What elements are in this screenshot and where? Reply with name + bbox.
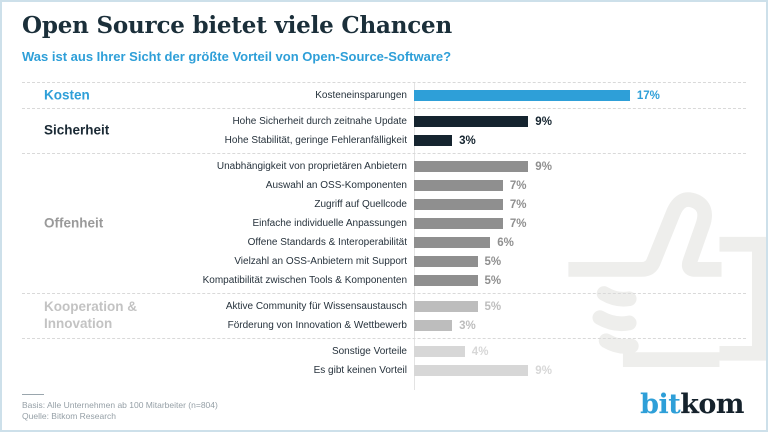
group-label: Offenheit xyxy=(44,215,104,231)
bar-label: Vielzahl an OSS-Anbietern mit Support xyxy=(234,256,407,267)
bar-row: Zugriff auf Quellcode 7% xyxy=(22,195,746,214)
bar-track: 3% xyxy=(414,135,746,147)
bar-row: Es gibt keinen Vorteil 9% xyxy=(22,361,746,380)
bar-track: 5% xyxy=(414,301,746,313)
bar-value: 9% xyxy=(535,160,552,173)
bar-label: Einfache individuelle Anpassungen xyxy=(252,218,407,229)
bar-value: 7% xyxy=(509,198,527,211)
bar xyxy=(414,346,465,357)
group-label: Sicherheit xyxy=(44,122,110,138)
bar xyxy=(414,237,491,248)
bar-value: 4% xyxy=(471,345,489,358)
bar-row: Unabhängigkeit von proprietären Anbieter… xyxy=(22,157,746,176)
bar-track: 5% xyxy=(414,275,746,287)
bar-label: Kompatibilität zwischen Tools & Komponen… xyxy=(202,275,407,286)
bar xyxy=(414,116,529,127)
chart-groups: Kosten Kosteneinsparungen 17% Sicherheit Hoh… xyxy=(22,82,746,383)
bar xyxy=(414,301,478,312)
bar-label: Kosteneinsparungen xyxy=(315,90,407,101)
bar-track: 9% xyxy=(414,161,746,173)
footer: Basis: Alle Unternehmen ab 100 Mitarbeit… xyxy=(22,394,218,422)
bar-row: Kompatibilität zwischen Tools & Komponen… xyxy=(22,271,746,290)
chart-group: Offenheit Unabhängigkeit von proprietären… xyxy=(22,153,746,293)
bar-label: Offene Standards & Interoperabilität xyxy=(247,237,407,248)
bar xyxy=(414,275,478,286)
chart-group: Kooperation & Innovation Aktive Community… xyxy=(22,293,746,338)
bar xyxy=(414,320,453,331)
bar-track: 6% xyxy=(414,237,746,249)
bar-row: Kosteneinsparungen 17% xyxy=(22,86,746,105)
bar-value: 7% xyxy=(509,217,527,230)
bar-value: 5% xyxy=(484,255,502,268)
bar-value: 3% xyxy=(459,134,476,147)
bar-row: Einfache individuelle Anpassungen 7% xyxy=(22,214,746,233)
logo-part-kom: kom xyxy=(680,389,744,420)
bar-label: Unabhängigkeit von proprietären Anbieter… xyxy=(216,161,407,172)
bar-label: Aktive Community für Wissensaustausch xyxy=(225,301,407,312)
bar-track: 7% xyxy=(414,180,746,192)
footer-source: Quelle: Bitkom Research xyxy=(22,411,117,421)
bar-track: 5% xyxy=(414,256,746,268)
bar-track: 9% xyxy=(414,365,746,377)
bar xyxy=(414,218,503,229)
bar-value: 9% xyxy=(535,364,552,377)
bar-track: 7% xyxy=(414,199,746,211)
bar xyxy=(414,90,630,101)
bar-value: 9% xyxy=(535,115,552,128)
bar xyxy=(414,256,478,267)
bar-label: Sonstige Vorteile xyxy=(331,346,407,357)
logo-part-bit: bit xyxy=(640,389,681,420)
bar xyxy=(414,199,503,210)
bar-row: Förderung von Innovation & Wettbewerb 3% xyxy=(22,316,746,335)
bar-label: Hohe Stabilität, geringe Fehleranfälligk… xyxy=(224,135,407,146)
bar-value: 5% xyxy=(484,274,502,287)
bar-row: Hohe Stabilität, geringe Fehleranfälligk… xyxy=(22,131,746,150)
bar-label: Es gibt keinen Vorteil xyxy=(313,365,407,376)
bar-label: Hohe Sicherheit durch zeitnahe Update xyxy=(232,116,407,127)
bar-track: 4% xyxy=(414,346,746,358)
chart-group: Sicherheit Hohe Sicherheit durch zeitnahe… xyxy=(22,108,746,153)
bar-row: Sonstige Vorteile 4% xyxy=(22,342,746,361)
footer-rule xyxy=(22,394,44,395)
bar-label: Auswahl an OSS-Komponenten xyxy=(265,180,407,191)
chart-group: Sonstige Vorteile 4% Es gibt keinen Vortei… xyxy=(22,338,746,383)
bar-track: 3% xyxy=(414,320,746,332)
bar-chart: Kosten Kosteneinsparungen 17% Sicherheit Hoh… xyxy=(22,82,766,390)
bar xyxy=(414,161,529,172)
page-subtitle: Was ist aus Ihrer Sicht der größte Vorte… xyxy=(22,49,452,64)
chart-group: Kosten Kosteneinsparungen 17% xyxy=(22,82,746,108)
bar-row: Aktive Community für Wissensaustausch 5% xyxy=(22,297,746,316)
bar-value: 6% xyxy=(497,236,514,249)
axis-baseline xyxy=(414,82,415,390)
bar-row: Hohe Sicherheit durch zeitnahe Update 9% xyxy=(22,112,746,131)
bar-track: 9% xyxy=(414,116,746,128)
bar xyxy=(414,135,453,146)
bar-value: 3% xyxy=(459,319,476,332)
bitkom-logo: bitkom xyxy=(640,389,744,420)
bar-track: 17% xyxy=(414,90,746,102)
thumbs-up-icon xyxy=(562,154,766,394)
page-title: Open Source bietet viele Chancen xyxy=(22,12,452,39)
group-label: Kosten xyxy=(44,87,90,103)
bar-row: Auswahl an OSS-Komponenten 7% xyxy=(22,176,746,195)
bar-track: 7% xyxy=(414,218,746,230)
bar-label: Zugriff auf Quellcode xyxy=(314,199,407,210)
bar-value: 17% xyxy=(636,89,660,102)
footer-basis: Basis: Alle Unternehmen ab 100 Mitarbeit… xyxy=(22,400,218,410)
bar xyxy=(414,365,529,376)
bar-label: Förderung von Innovation & Wettbewerb xyxy=(227,320,407,331)
group-label: Kooperation & Innovation xyxy=(44,299,137,331)
bar-value: 5% xyxy=(484,300,502,313)
bar-value: 7% xyxy=(509,179,527,192)
bar-row: Vielzahl an OSS-Anbietern mit Support 5% xyxy=(22,252,746,271)
bar-row: Offene Standards & Interoperabilität 6% xyxy=(22,233,746,252)
bar xyxy=(414,180,503,191)
